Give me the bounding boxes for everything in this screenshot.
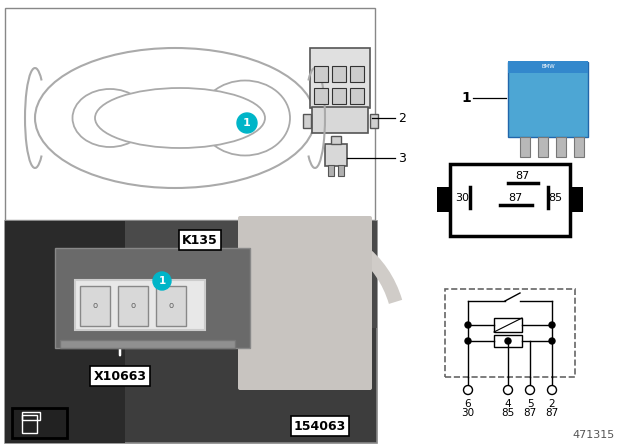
Bar <box>156 286 186 326</box>
Text: o: o <box>168 302 173 310</box>
Circle shape <box>547 385 557 395</box>
Text: 154063: 154063 <box>294 419 346 432</box>
Bar <box>338 165 344 176</box>
FancyBboxPatch shape <box>238 216 372 390</box>
Text: 471315: 471315 <box>573 430 615 440</box>
Bar <box>520 137 530 157</box>
Bar <box>508 61 588 73</box>
Text: 87: 87 <box>508 193 522 203</box>
Ellipse shape <box>200 81 290 155</box>
Text: 2: 2 <box>398 112 406 125</box>
Text: o: o <box>92 302 97 310</box>
Bar <box>332 66 346 82</box>
Text: 87: 87 <box>524 408 536 418</box>
Bar <box>5 8 375 220</box>
Text: 30: 30 <box>455 193 469 203</box>
Ellipse shape <box>35 48 315 188</box>
Bar <box>494 335 522 347</box>
Text: 2: 2 <box>548 399 556 409</box>
Bar <box>22 415 37 433</box>
Circle shape <box>549 338 555 344</box>
Circle shape <box>153 272 171 290</box>
Bar <box>55 248 250 348</box>
Bar <box>494 318 522 332</box>
Text: 5: 5 <box>527 399 533 409</box>
Bar <box>437 187 450 212</box>
Circle shape <box>525 385 534 395</box>
Bar <box>450 164 570 236</box>
Bar <box>331 136 341 144</box>
Bar <box>118 286 148 326</box>
Bar <box>445 289 575 377</box>
Ellipse shape <box>95 88 265 148</box>
Text: 85: 85 <box>501 408 515 418</box>
Bar <box>508 62 588 137</box>
Bar <box>314 66 328 82</box>
Circle shape <box>465 322 471 328</box>
Text: 85: 85 <box>548 193 562 203</box>
Text: X10663: X10663 <box>93 370 147 383</box>
Bar <box>5 221 125 443</box>
Bar <box>574 137 584 157</box>
Circle shape <box>549 322 555 328</box>
Bar <box>328 165 334 176</box>
Text: 87: 87 <box>515 171 529 181</box>
Circle shape <box>463 385 472 395</box>
Bar <box>5 221 377 328</box>
Circle shape <box>465 338 471 344</box>
Bar <box>12 408 67 438</box>
Bar <box>370 114 378 128</box>
Bar <box>310 48 370 108</box>
Text: o: o <box>131 302 136 310</box>
Text: 6: 6 <box>465 399 471 409</box>
Circle shape <box>505 338 511 344</box>
Text: BMW: BMW <box>541 64 555 69</box>
Circle shape <box>237 113 257 133</box>
Bar <box>538 137 548 157</box>
Bar <box>314 88 328 104</box>
Bar <box>22 412 40 420</box>
Bar <box>75 280 205 330</box>
Text: K135: K135 <box>182 233 218 246</box>
Text: 1: 1 <box>158 276 166 286</box>
Text: 30: 30 <box>461 408 475 418</box>
Bar <box>312 107 368 133</box>
Text: 87: 87 <box>545 408 559 418</box>
Bar <box>60 340 235 348</box>
Circle shape <box>504 385 513 395</box>
Bar <box>556 137 566 157</box>
Text: 1: 1 <box>243 118 251 128</box>
Bar <box>332 88 346 104</box>
Bar <box>350 66 364 82</box>
Bar <box>325 144 347 166</box>
Bar <box>80 286 110 326</box>
Text: 1: 1 <box>461 91 471 105</box>
Bar <box>570 187 583 212</box>
Text: 3: 3 <box>398 151 406 164</box>
Ellipse shape <box>72 89 147 147</box>
Bar <box>350 88 364 104</box>
Bar <box>303 114 311 128</box>
Text: 4: 4 <box>505 399 511 409</box>
Bar <box>5 221 377 443</box>
